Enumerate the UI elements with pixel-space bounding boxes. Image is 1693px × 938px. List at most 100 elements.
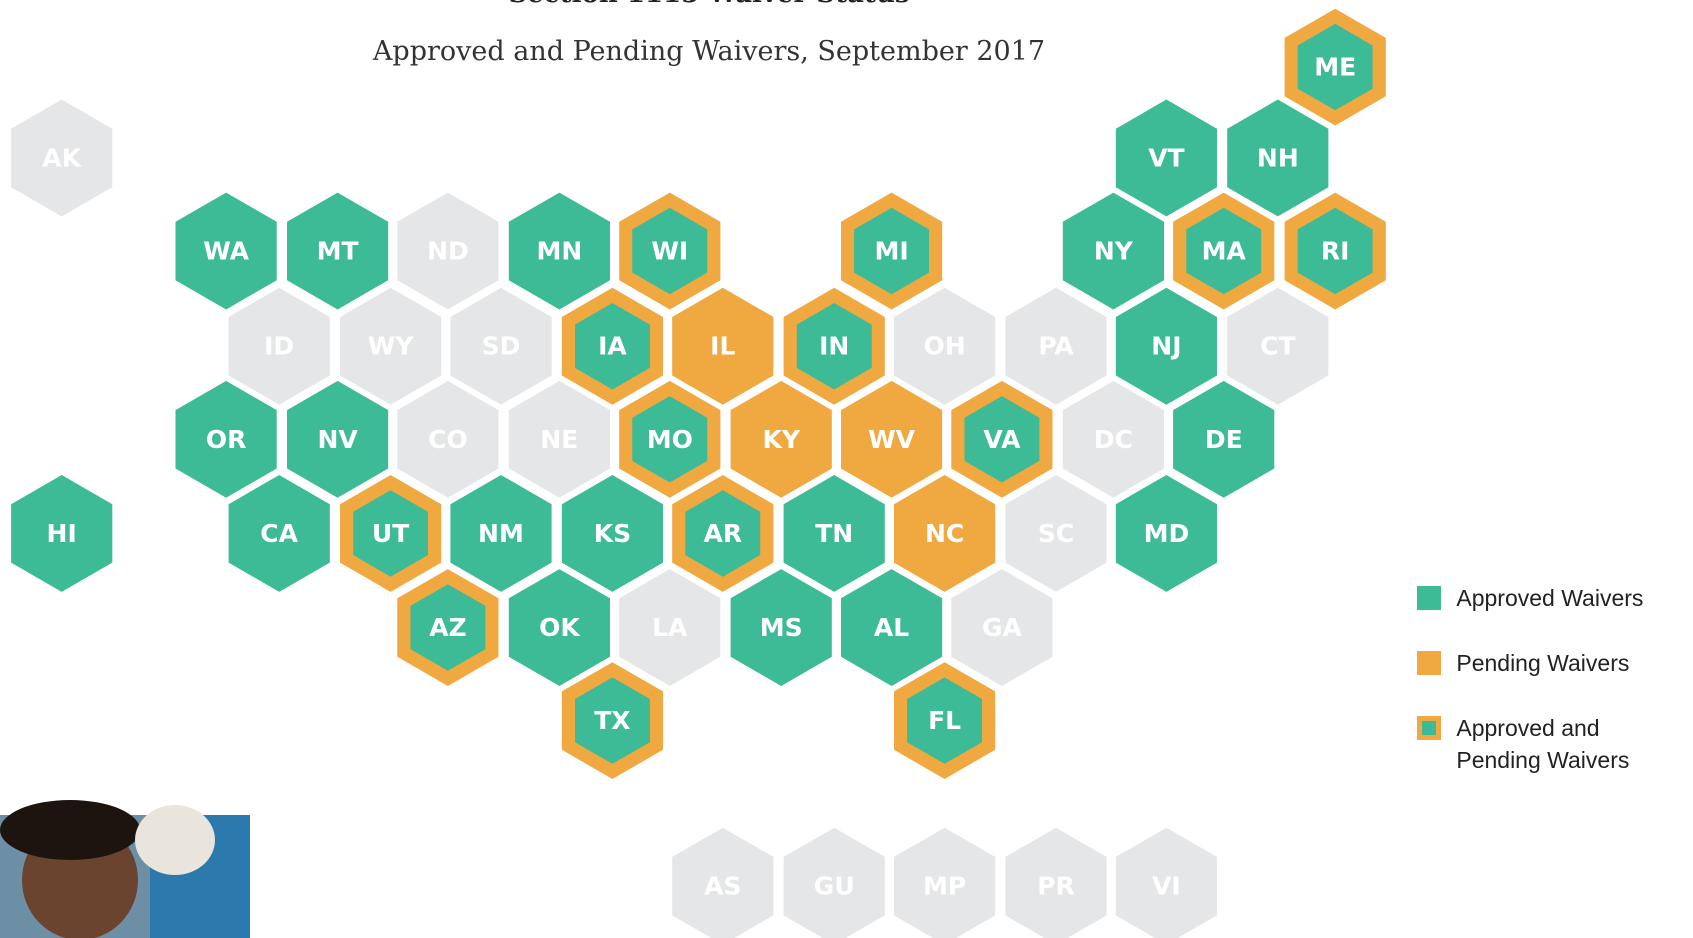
state-hex: CT bbox=[1227, 288, 1328, 405]
state-hex: VT bbox=[1116, 100, 1217, 217]
state-label: HI bbox=[47, 519, 77, 548]
state-label: LA bbox=[652, 613, 688, 642]
state-hex: CO bbox=[397, 381, 498, 498]
legend-swatch bbox=[1417, 586, 1441, 610]
state-hex: NE bbox=[509, 381, 610, 498]
state-label: TN bbox=[815, 519, 853, 548]
state-label: ID bbox=[264, 332, 294, 361]
state-label: VA bbox=[983, 425, 1021, 454]
photo bbox=[0, 800, 250, 938]
state-hex: ME bbox=[1285, 9, 1386, 126]
state-hex: GU bbox=[784, 828, 885, 938]
state-label: SD bbox=[482, 332, 521, 361]
state-hex: ND bbox=[397, 193, 498, 310]
state-hex: AZ bbox=[397, 569, 498, 686]
state-label: SC bbox=[1038, 519, 1074, 548]
state-label: ME bbox=[1314, 53, 1356, 82]
legend-label: Pending Waivers bbox=[1456, 647, 1685, 679]
state-label: NE bbox=[540, 425, 578, 454]
state-hex: AS bbox=[672, 828, 773, 938]
state-label: MP bbox=[923, 872, 966, 901]
state-hex: OR bbox=[176, 381, 277, 498]
state-hex: HI bbox=[11, 475, 112, 592]
state-hex: MT bbox=[287, 193, 388, 310]
state-label: MA bbox=[1202, 237, 1247, 266]
state-hex: ID bbox=[229, 288, 330, 405]
subtitle: Approved and Pending Waivers, September … bbox=[372, 36, 1045, 67]
state-label: NJ bbox=[1151, 332, 1181, 361]
legend-label: Approved Waivers bbox=[1456, 582, 1685, 614]
state-hex: GA bbox=[951, 569, 1052, 686]
state-label: AS bbox=[704, 872, 741, 901]
state-hex: AR bbox=[672, 475, 773, 592]
state-hex: MA bbox=[1173, 193, 1274, 310]
state-hex: WY bbox=[340, 288, 441, 405]
state-label: OH bbox=[923, 332, 965, 361]
state-label: DE bbox=[1205, 425, 1243, 454]
state-hex: MO bbox=[619, 381, 720, 498]
state-hex: NM bbox=[450, 475, 551, 592]
state-hex: DC bbox=[1063, 381, 1164, 498]
state-hex: WI bbox=[619, 193, 720, 310]
state-hex: OK bbox=[509, 569, 610, 686]
state-label: WY bbox=[368, 332, 415, 361]
state-label: NH bbox=[1257, 143, 1299, 172]
state-label: PA bbox=[1038, 332, 1074, 361]
state-hex: AK bbox=[11, 100, 112, 217]
state-hex: WA bbox=[176, 193, 277, 310]
state-hex: AL bbox=[841, 569, 942, 686]
legend-label: Approved and Pending Waivers bbox=[1456, 712, 1685, 776]
state-label: CO bbox=[428, 425, 468, 454]
state-hex: DE bbox=[1173, 381, 1274, 498]
state-label: RI bbox=[1321, 237, 1350, 266]
state-hex: MP bbox=[894, 828, 995, 938]
state-label: MO bbox=[647, 425, 693, 454]
state-label: VT bbox=[1148, 143, 1184, 172]
state-label: WV bbox=[868, 425, 916, 454]
state-hex: TX bbox=[562, 662, 663, 779]
state-hex: MD bbox=[1116, 475, 1217, 592]
state-label: FL bbox=[928, 706, 961, 735]
state-label: MT bbox=[317, 237, 359, 266]
state-hex: WV bbox=[841, 381, 942, 498]
state-hex: VI bbox=[1116, 828, 1217, 938]
state-label: OR bbox=[206, 425, 247, 454]
state-label: MS bbox=[760, 613, 803, 642]
state-label: GA bbox=[982, 613, 1023, 642]
state-label: MN bbox=[536, 237, 582, 266]
state-label: ND bbox=[427, 237, 469, 266]
state-label: CT bbox=[1260, 332, 1295, 361]
state-label: MD bbox=[1144, 519, 1190, 548]
state-hex: UT bbox=[340, 475, 441, 592]
state-label: IL bbox=[710, 332, 735, 361]
state-hex: SD bbox=[450, 288, 551, 405]
state-hex: IN bbox=[784, 288, 885, 405]
state-hex: PR bbox=[1005, 828, 1106, 938]
state-label: WA bbox=[203, 237, 249, 266]
legend-swatch bbox=[1417, 651, 1441, 675]
state-hex: NY bbox=[1063, 193, 1164, 310]
state-label: WI bbox=[651, 237, 688, 266]
state-label: UT bbox=[372, 519, 409, 548]
state-hex: MN bbox=[509, 193, 610, 310]
hex-map: Section 1115 Waiver Status Approved and … bbox=[0, 0, 1693, 938]
state-label: KY bbox=[762, 425, 800, 454]
legend-swatch bbox=[1417, 716, 1441, 740]
state-hex: RI bbox=[1285, 193, 1386, 310]
state-label: AL bbox=[874, 613, 909, 642]
state-label: MI bbox=[874, 237, 908, 266]
state-hex: NJ bbox=[1116, 288, 1217, 405]
title: Section 1115 Waiver Status bbox=[509, 0, 910, 9]
state-hex: KS bbox=[562, 475, 663, 592]
state-hex: NC bbox=[894, 475, 995, 592]
state-label: KS bbox=[594, 519, 631, 548]
state-label: IN bbox=[819, 332, 849, 361]
state-hex: NH bbox=[1227, 100, 1328, 217]
state-label: NC bbox=[925, 519, 964, 548]
state-hex: CA bbox=[229, 475, 330, 592]
page: Section 1115 Waiver Status Approved and … bbox=[0, 0, 1693, 938]
state-label: TX bbox=[594, 706, 630, 735]
state-label: DC bbox=[1094, 425, 1133, 454]
state-hex: MS bbox=[731, 569, 832, 686]
state-hex: VA bbox=[951, 381, 1052, 498]
